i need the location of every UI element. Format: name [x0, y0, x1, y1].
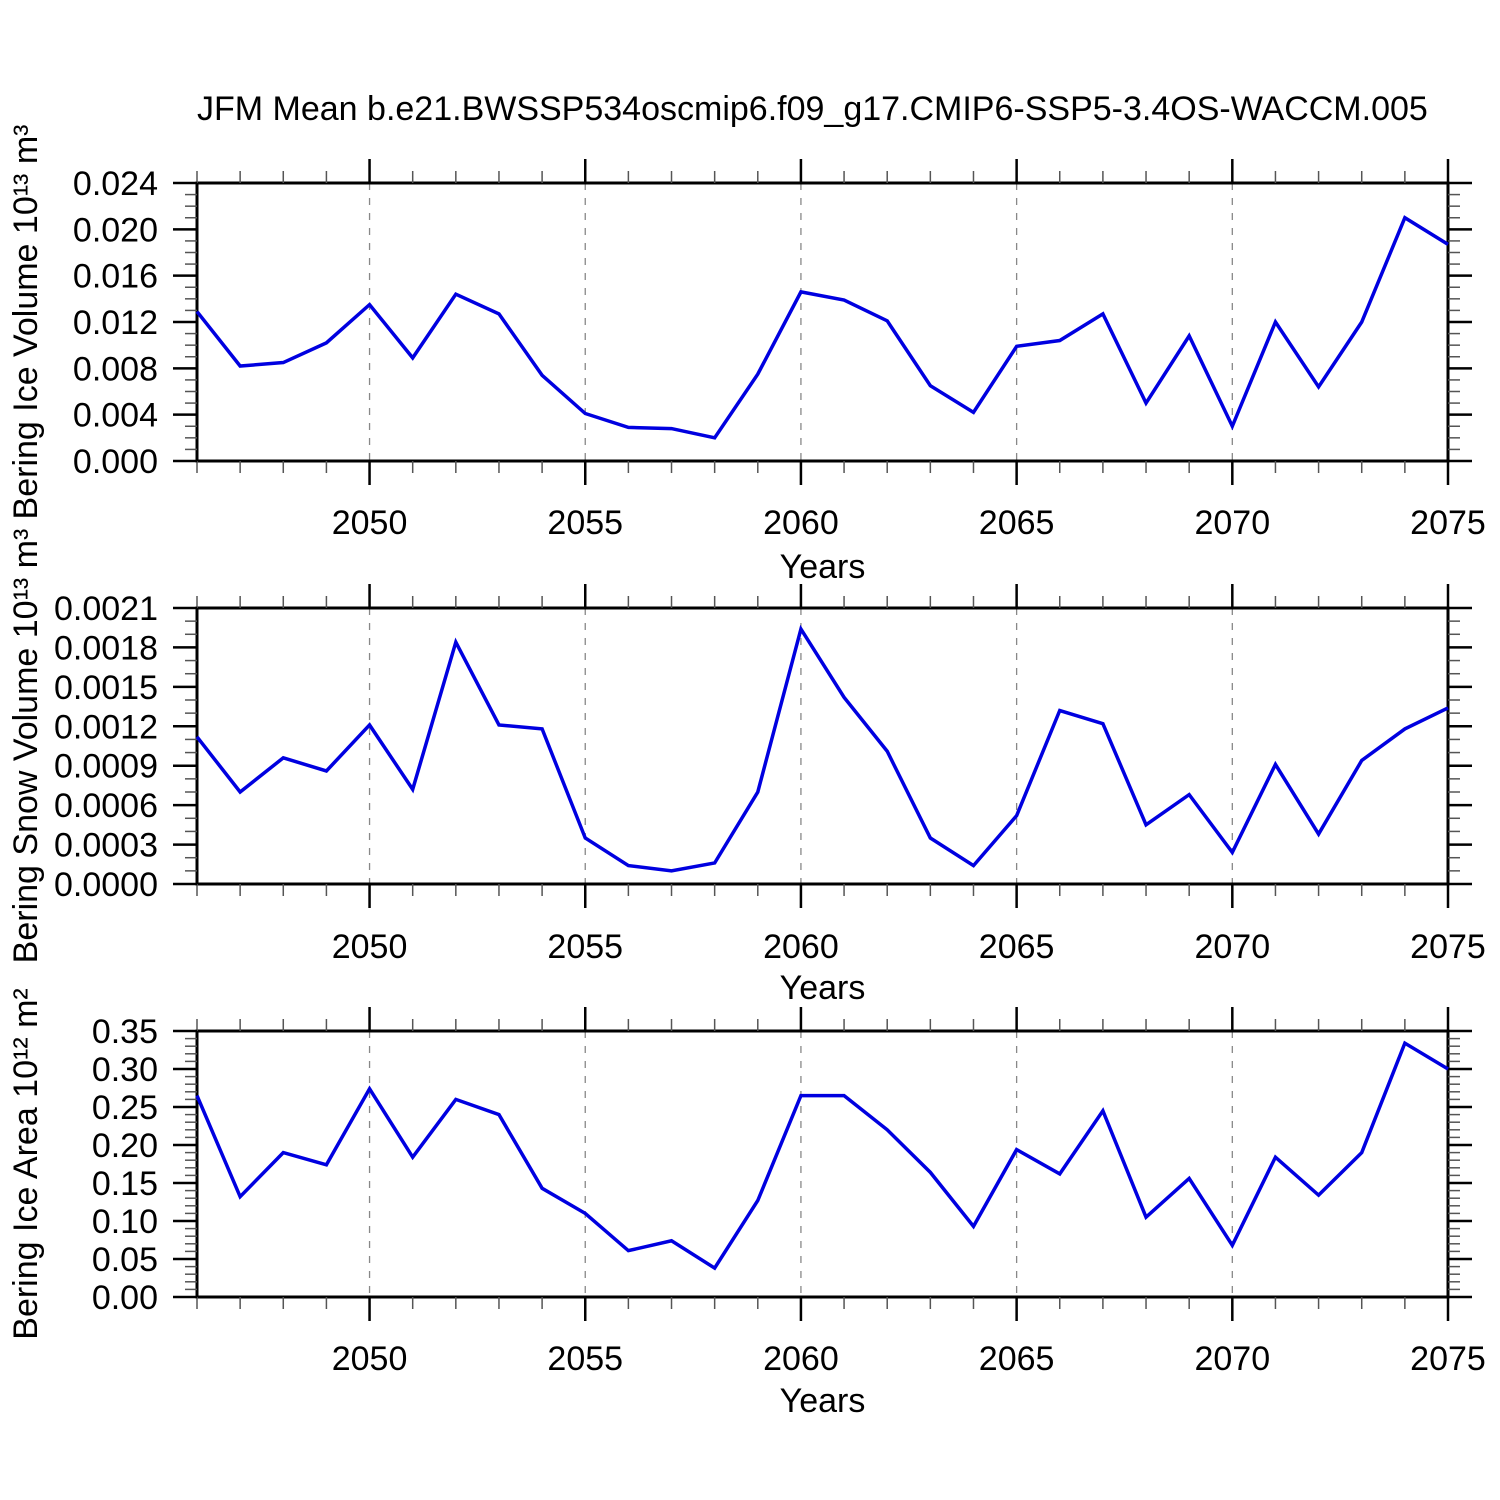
panel-3-x-tick-label: 2075	[1410, 1340, 1486, 1378]
panel-2-x-axis-title: Years	[780, 969, 866, 1007]
panel-2-x-tick-label: 2060	[763, 928, 839, 966]
panel-1-x-axis-title: Years	[780, 548, 866, 586]
panel-1-x-tick-label: 2055	[547, 504, 623, 542]
panel-3-x-tick-label: 2065	[979, 1340, 1055, 1378]
panel-1-y-tick-label: 0.000	[73, 443, 158, 481]
panel-1-x-tick-label: 2070	[1194, 504, 1270, 542]
panel-2-x-tick-label: 2055	[547, 928, 623, 966]
panel-2-series-line	[195, 624, 1449, 873]
panel-2-x-tick-label: 2065	[979, 928, 1055, 966]
panel-2-y-tick-label: 0.0018	[54, 629, 158, 667]
panel-1-x-tick-label: 2065	[979, 504, 1055, 542]
panel-1-x-tick-label: 2060	[763, 504, 839, 542]
panel-2-y-axis-title: Bering Snow Volume 10¹³ m³	[7, 529, 45, 964]
panel-3-y-tick-label: 0.15	[92, 1165, 158, 1203]
panel-3-x-tick-label: 2050	[332, 1340, 408, 1378]
panel-1-series-line	[195, 215, 1449, 440]
panel-3-frame	[195, 1029, 1450, 1299]
panel-2-y-tick-label: 0.0000	[54, 866, 158, 904]
panel-2-y-tick-label: 0.0021	[54, 590, 158, 628]
panel-3-series-line	[195, 1040, 1449, 1271]
panel-2-x-tick-label: 2070	[1194, 928, 1270, 966]
panel-3-y-tick-label: 0.20	[92, 1127, 158, 1165]
panel-1-y-tick-label: 0.020	[73, 211, 158, 249]
panel-2-frame	[195, 606, 1450, 886]
panel-3-y-tick-label: 0.35	[92, 1013, 158, 1051]
panel-2-y-tick-label: 0.0015	[54, 669, 158, 707]
panel-1-y-tick-label: 0.016	[73, 258, 158, 296]
panel-3-x-tick-label: 2060	[763, 1340, 839, 1378]
panel-1-y-axis-title: Bering Ice Volume 10¹³ m³	[7, 125, 45, 520]
panel-3-y-tick-label: 0.30	[92, 1051, 158, 1089]
panel-1-y-tick-label: 0.012	[73, 304, 158, 342]
panel-1-y-tick-label: 0.004	[73, 397, 158, 435]
panel-1-y-tick-label: 0.008	[73, 350, 158, 388]
panel-3-y-tick-label: 0.10	[92, 1203, 158, 1241]
panel-2-x-tick-label: 2075	[1410, 928, 1486, 966]
panel-2-y-tick-label: 0.0012	[54, 708, 158, 746]
panel-3-x-tick-label: 2055	[547, 1340, 623, 1378]
panel-2-y-tick-label: 0.0009	[54, 748, 158, 786]
panel-3-y-axis-title: Bering Ice Area 10¹² m²	[7, 988, 45, 1339]
panel-3-y-tick-label: 0.25	[92, 1089, 158, 1127]
panel-3-x-tick-label: 2070	[1194, 1340, 1270, 1378]
panel-2-x-tick-label: 2050	[332, 928, 408, 966]
panel-3-y-tick-label: 0.00	[92, 1279, 158, 1317]
panel-3-y-tick-label: 0.05	[92, 1241, 158, 1279]
panel-3-x-axis-title: Years	[780, 1382, 866, 1420]
panel-1-x-tick-label: 2075	[1410, 504, 1486, 542]
panel-1-x-tick-label: 2050	[332, 504, 408, 542]
panel-2-y-tick-label: 0.0006	[54, 787, 158, 825]
panel-2-y-tick-label: 0.0003	[54, 827, 158, 865]
panel-1-y-tick-label: 0.024	[73, 165, 158, 203]
chart-title: JFM Mean b.e21.BWSSP534oscmip6.f09_g17.C…	[197, 90, 1428, 128]
